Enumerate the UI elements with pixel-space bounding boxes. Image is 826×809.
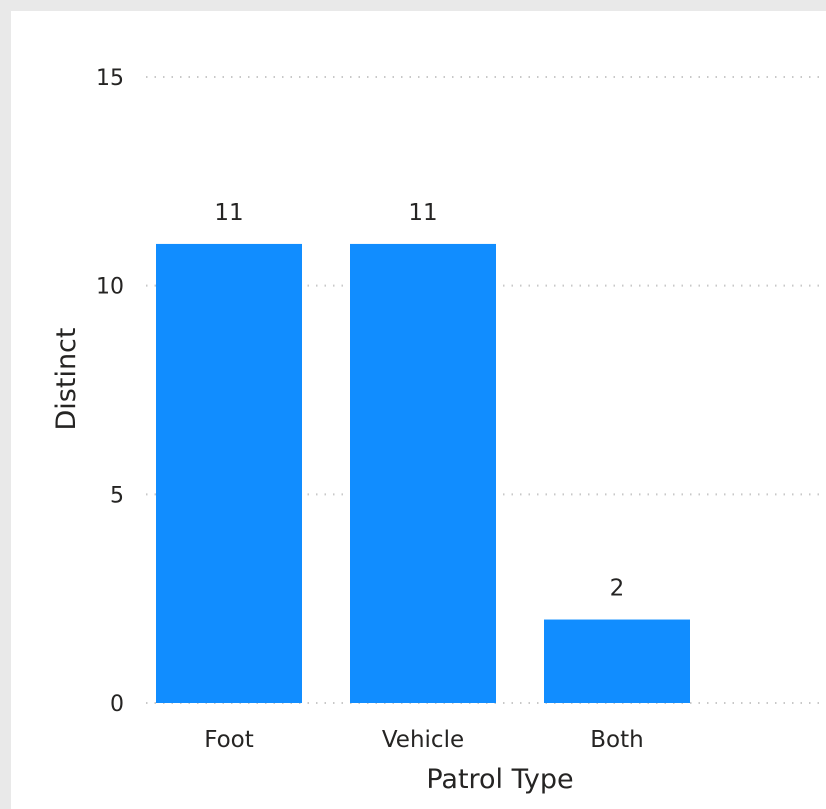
chart-card: 0 5 10 15 11 11 2 Foot Vehicle Both Distinct Pa… <box>11 11 826 809</box>
bar-vehicle[interactable] <box>350 243 496 703</box>
y-tick-label: 0 <box>110 692 124 717</box>
x-axis-ticks: Foot Vehicle Both <box>204 727 644 753</box>
y-axis-ticks: 0 5 10 15 <box>96 66 124 717</box>
data-label-vehicle: 11 <box>408 200 437 226</box>
data-label-foot: 11 <box>214 200 243 226</box>
bar-foot[interactable] <box>156 243 302 703</box>
data-labels: 11 11 2 <box>214 200 624 602</box>
data-label-both: 2 <box>610 576 625 602</box>
y-tick-label: 10 <box>96 275 124 300</box>
y-tick-label: 15 <box>96 66 124 91</box>
bar-both[interactable] <box>544 619 690 703</box>
bars <box>156 243 690 703</box>
x-axis-title: Patrol Type <box>426 764 573 795</box>
x-tick-label-foot: Foot <box>204 727 254 753</box>
x-tick-label-vehicle: Vehicle <box>382 727 464 753</box>
x-tick-label-both: Both <box>590 727 643 753</box>
y-tick-label: 5 <box>110 483 124 508</box>
y-axis-title: Distinct <box>51 328 82 431</box>
bar-chart: 0 5 10 15 11 11 2 Foot Vehicle Both Distinct Pa… <box>51 66 826 795</box>
